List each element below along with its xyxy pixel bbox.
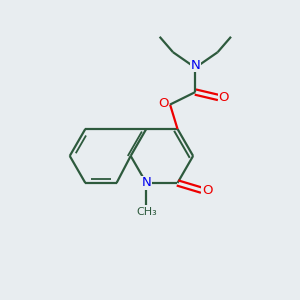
Text: O: O [158,97,169,110]
Text: O: O [202,184,212,197]
Text: N: N [190,59,200,72]
Text: N: N [141,176,151,190]
Text: CH₃: CH₃ [136,207,157,217]
Text: O: O [219,91,229,104]
